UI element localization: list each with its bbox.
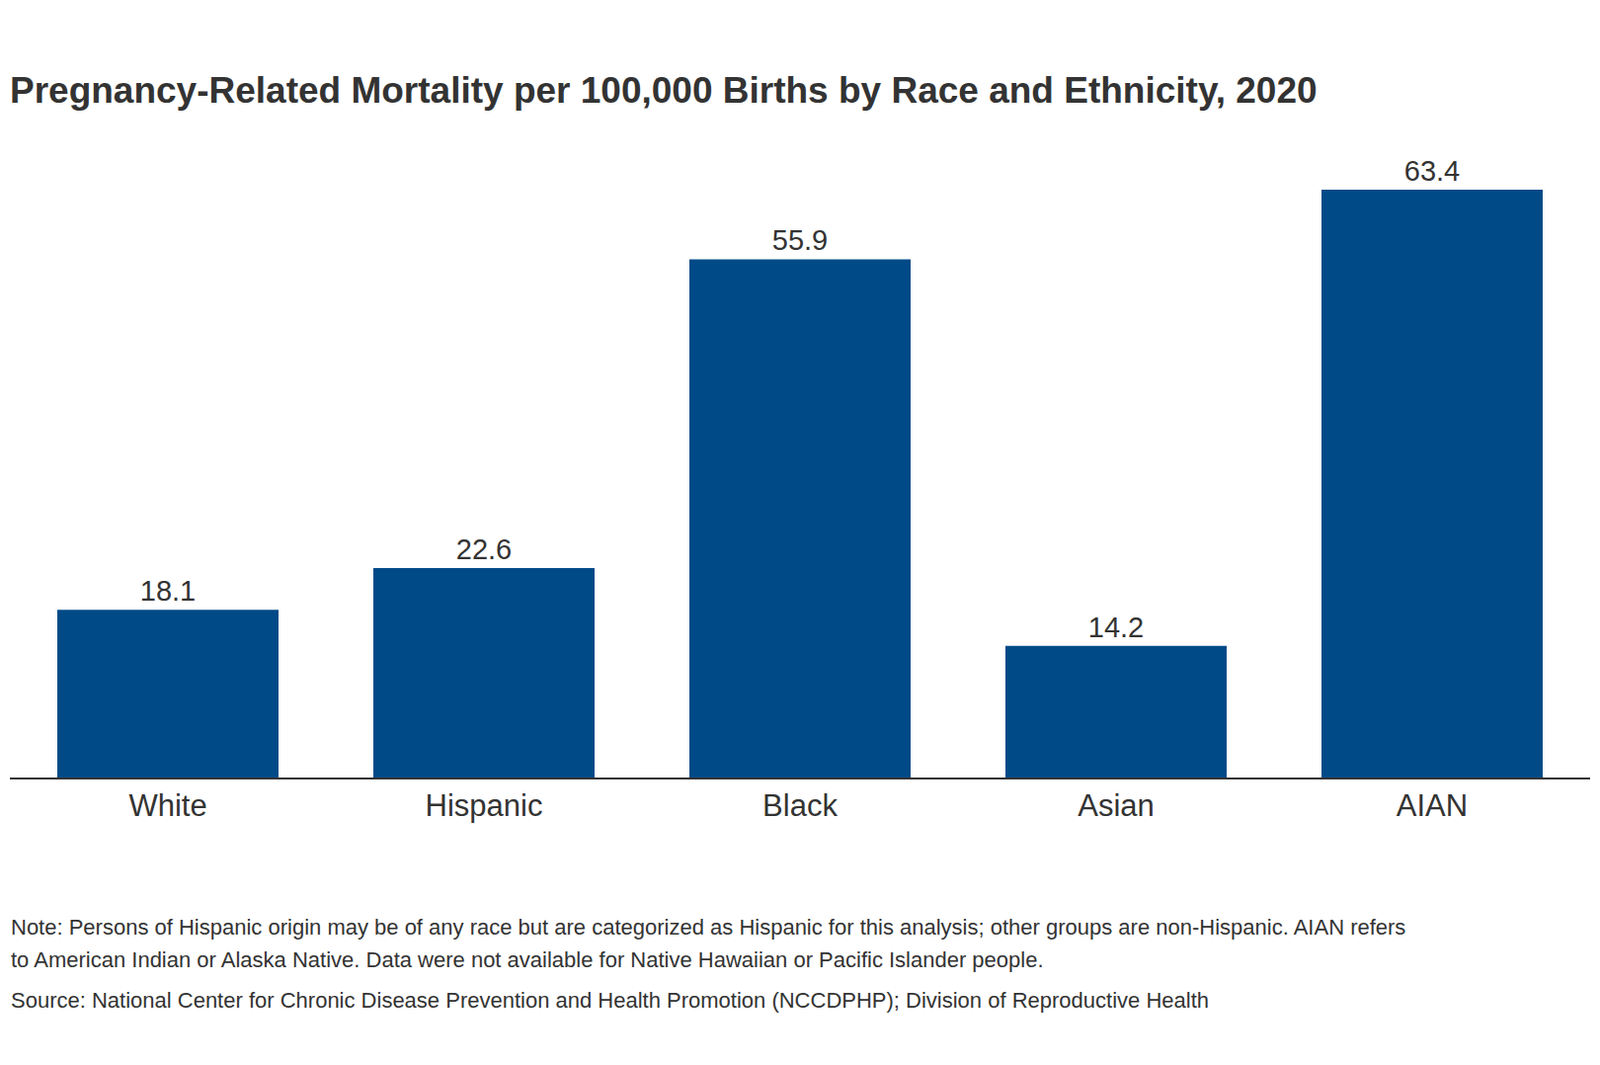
html-text:Note: Persons of Hispanic orig: Note: Persons of Hispanic origin may be … — [10, 914, 1406, 972]
svg-text:18.1: 18.1 — [140, 574, 196, 607]
html-text:Source: National Center for Ch: Source: National Center for Chronic Dise… — [10, 987, 1209, 1013]
svg-text:63.4: 63.4 — [1404, 155, 1460, 187]
svg-text:Asian: Asian — [1077, 788, 1155, 823]
svg-text:Black: Black — [762, 788, 838, 823]
svg-text:AIAN: AIAN — [1396, 788, 1468, 823]
svg-text:22.6: 22.6 — [456, 533, 512, 565]
svg-text:White: White — [128, 788, 207, 823]
svg-text:55.9: 55.9 — [772, 224, 828, 256]
svg-text:Pregnancy-Related Mortality pe: Pregnancy-Related Mortality per 100,000 … — [9, 70, 1318, 111]
svg-text:Hispanic: Hispanic — [425, 788, 544, 823]
svg-text:14.2: 14.2 — [1088, 611, 1144, 643]
